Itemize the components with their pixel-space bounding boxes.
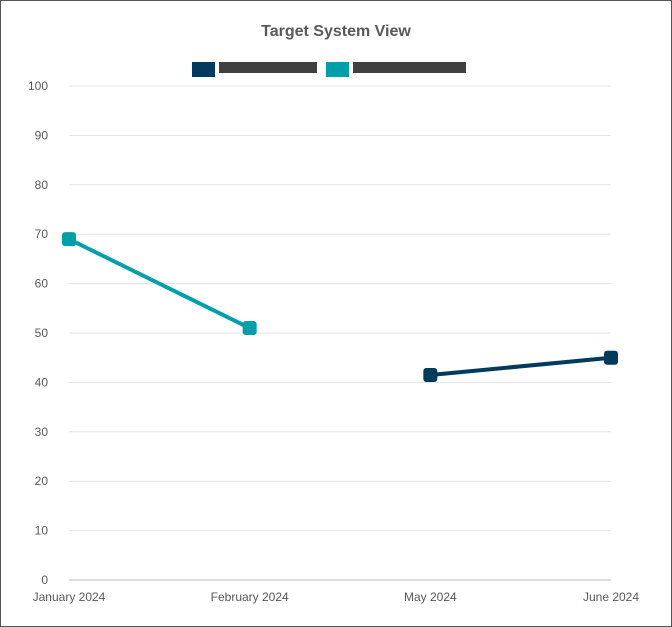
data-point[interactable] [62,232,76,247]
legend-swatch [192,62,215,77]
series-lines [68,237,612,377]
y-tick-label: 90 [35,128,49,142]
series-points [62,232,618,382]
y-tick-label: 40 [35,375,49,389]
data-point[interactable] [423,367,438,382]
legend-swatch [326,62,349,77]
x-axis-ticks: January 2024 February 2024 May 2024 June 20… [33,590,640,604]
x-tick-label: January 2024 [33,590,106,604]
gridlines [69,85,611,581]
y-tick-label: 0 [41,573,48,587]
y-tick-label: 80 [35,178,49,192]
x-tick-label: May 2024 [404,590,457,604]
chart-title: Target System View [261,23,411,40]
y-tick-label: 100 [28,79,48,93]
y-tick-label: 50 [35,326,49,340]
y-tick-label: 30 [35,425,49,439]
y-axis-ticks: 0 10 20 30 40 50 60 70 80 90 100 [28,79,48,587]
y-tick-label: 10 [35,524,49,538]
legend [192,62,466,77]
y-tick-label: 20 [35,474,49,488]
legend-label-redacted [353,62,466,73]
series-line [430,355,612,377]
series-line [68,237,251,330]
y-tick-label: 70 [35,227,49,241]
data-point[interactable] [242,321,257,336]
x-tick-label: June 2024 [583,590,639,604]
data-point[interactable] [604,350,618,365]
legend-label-redacted [219,62,317,73]
y-tick-label: 60 [35,277,49,291]
x-tick-label: February 2024 [211,590,289,604]
